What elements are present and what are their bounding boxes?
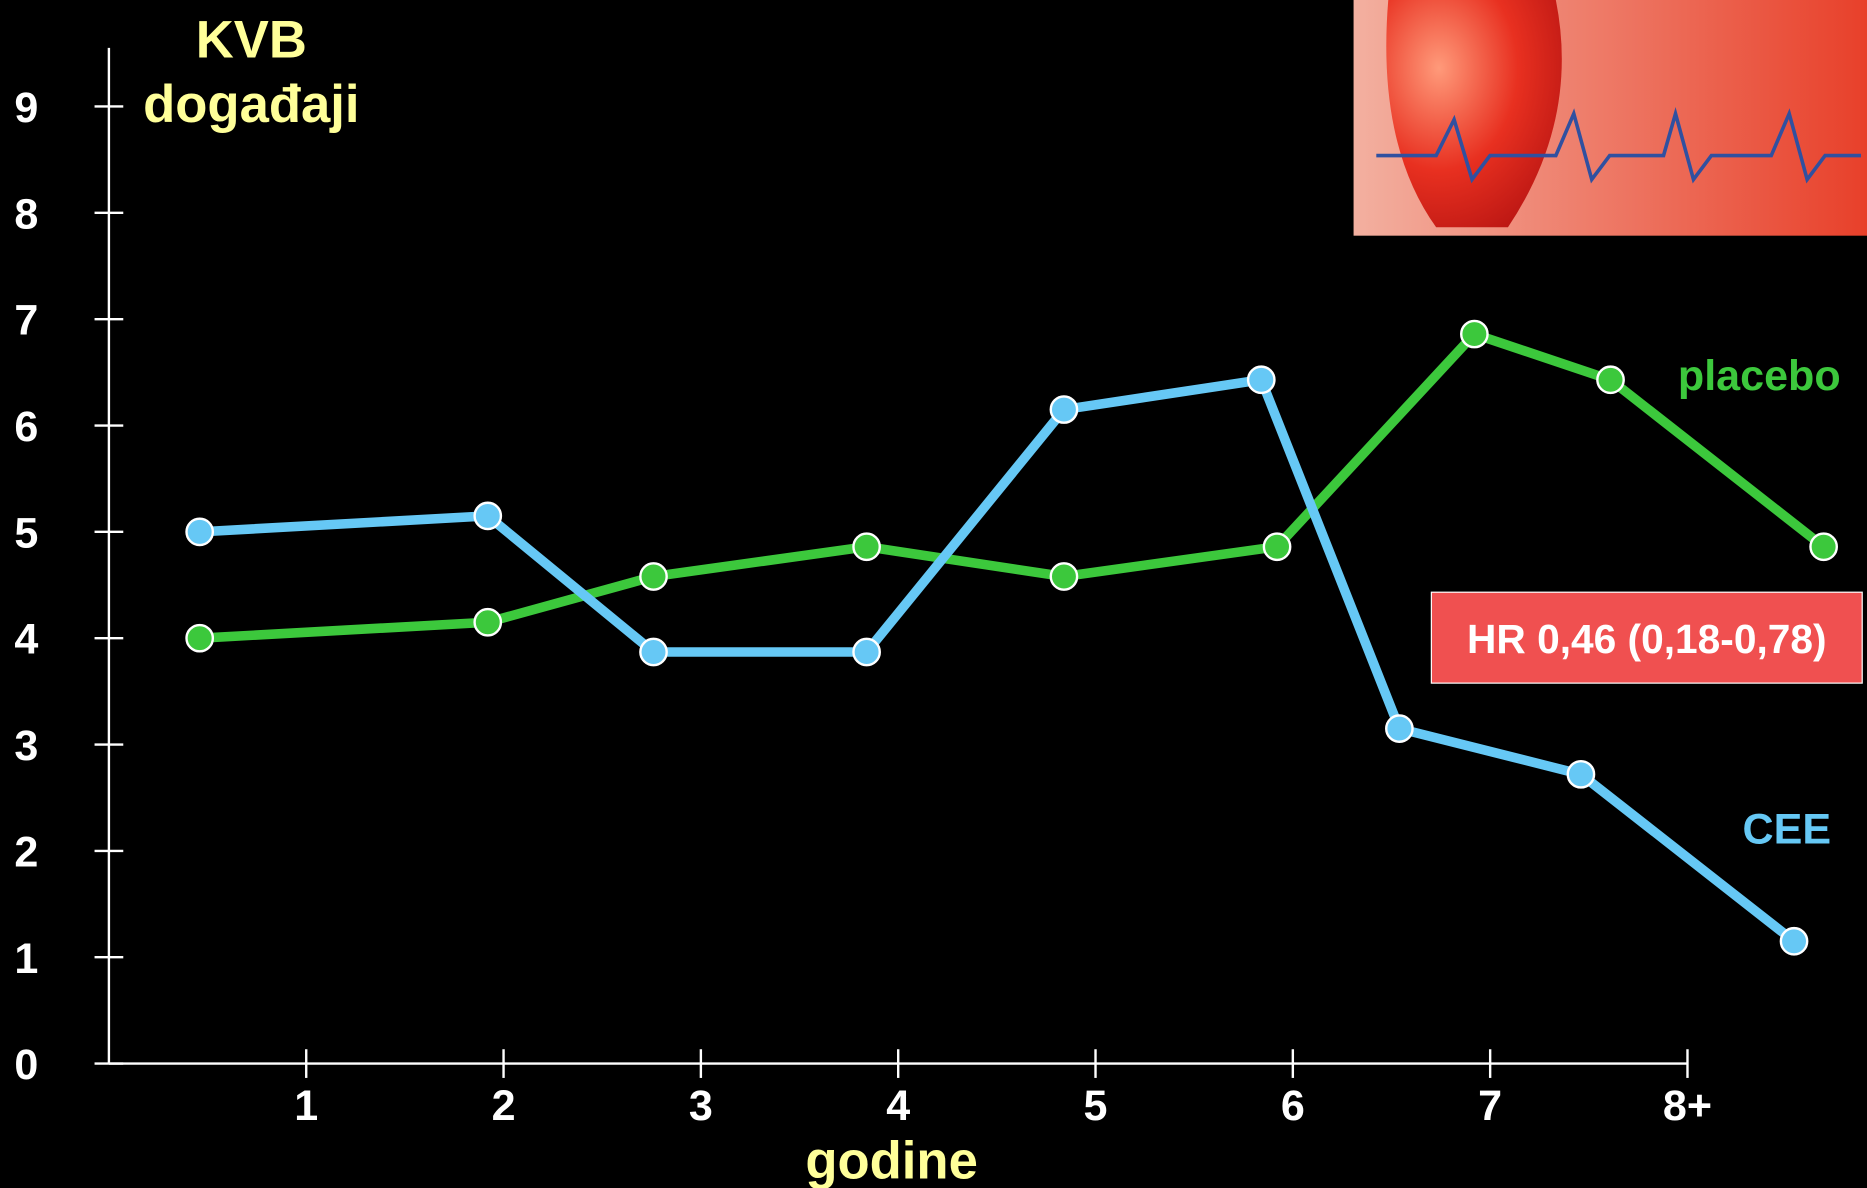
y-label-line: događaji (143, 75, 359, 134)
y-tick-label: 8 (14, 190, 38, 238)
data-point (639, 562, 668, 591)
y-tick-label: 3 (14, 722, 38, 770)
y-tick-label: 5 (14, 509, 38, 557)
y-label-line: KVB (196, 10, 307, 69)
x-tick-label: 1 (294, 1082, 318, 1130)
data-point (185, 623, 215, 653)
data-point (639, 637, 668, 667)
data-point (1385, 714, 1414, 743)
x-tick-label: 7 (1478, 1082, 1502, 1130)
data-point (1809, 532, 1838, 562)
x-tick-label: 5 (1084, 1082, 1108, 1130)
data-point (1596, 365, 1625, 395)
legend-label: CEE (1743, 805, 1832, 853)
data-point (473, 607, 503, 637)
y-tick-label: 4 (14, 616, 38, 664)
annotation-box (1430, 591, 1863, 684)
x-label: godine (805, 1131, 978, 1188)
y-tick-label: 9 (14, 84, 38, 132)
heart-image (1353, 0, 1867, 236)
data-point (1049, 395, 1079, 424)
data-point (1246, 365, 1276, 395)
x-tick-label: 8+ (1663, 1082, 1712, 1130)
data-point (1460, 319, 1489, 349)
y-tick-label: 7 (14, 297, 38, 345)
data-point (1779, 926, 1809, 956)
x-tick-label: 2 (492, 1082, 516, 1130)
y-tick-label: 0 (14, 1041, 38, 1089)
data-point (852, 532, 881, 562)
legend-label: placebo (1678, 352, 1841, 400)
y-tick-label: 6 (14, 403, 38, 451)
x-tick-label: 6 (1281, 1082, 1305, 1130)
data-point (852, 637, 881, 667)
x-tick-label: 4 (886, 1082, 910, 1130)
data-point (1049, 562, 1079, 591)
y-tick-label: 2 (14, 828, 38, 876)
data-point (473, 501, 503, 531)
annotation: HR 0,46 (0,18-0,78) (1467, 616, 1827, 662)
data-point (1566, 759, 1596, 789)
data-point (1262, 532, 1292, 562)
x-tick-label: 3 (689, 1082, 713, 1130)
y-tick-label: 1 (14, 935, 38, 983)
data-point (185, 517, 215, 547)
